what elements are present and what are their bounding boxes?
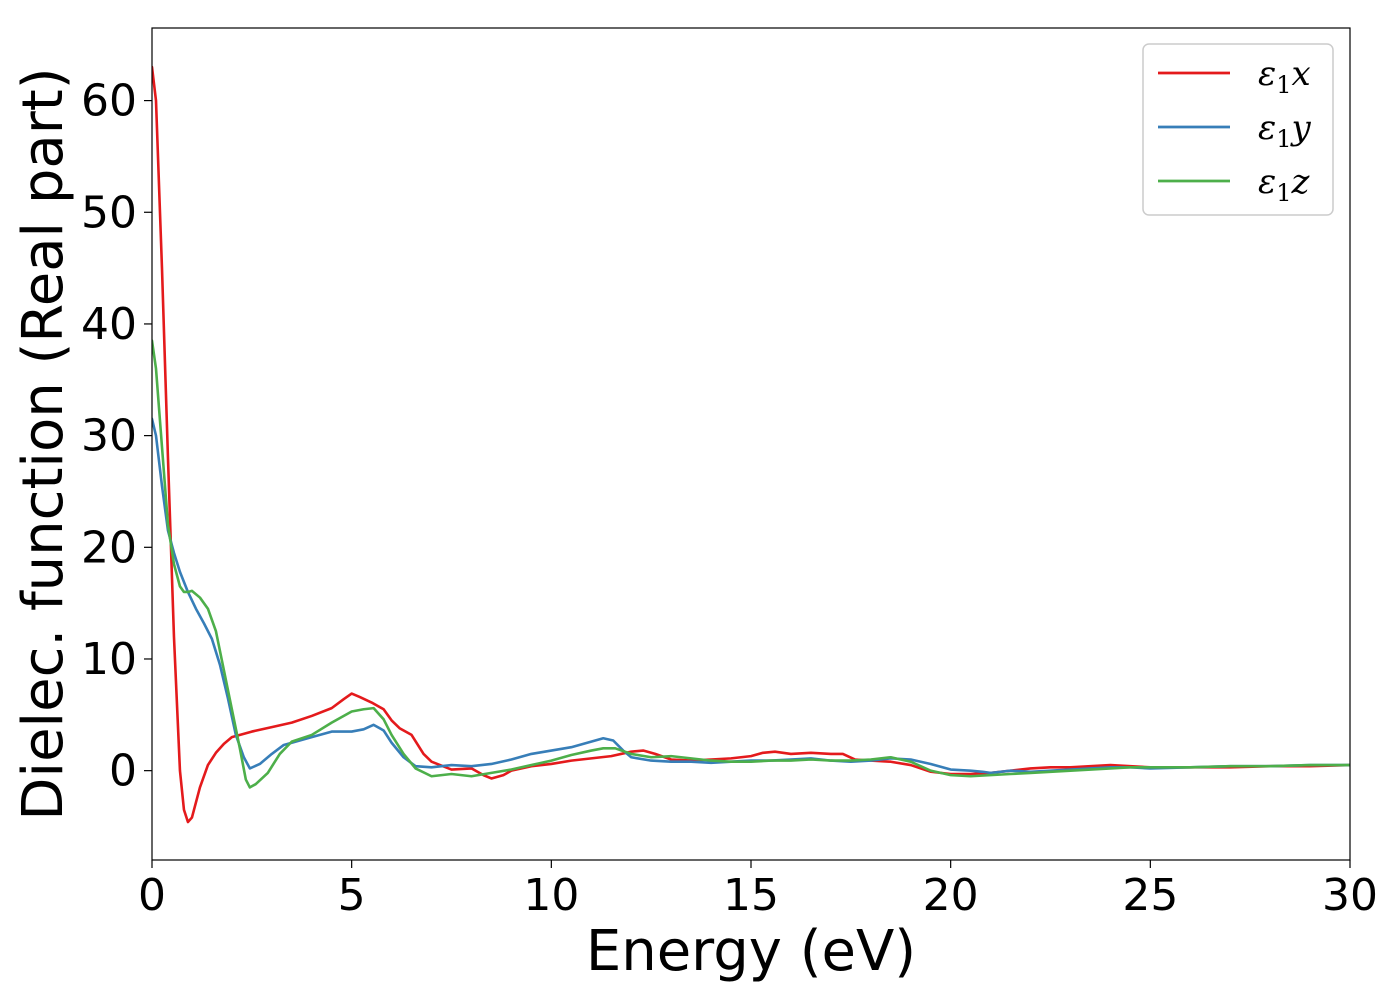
x-tick-label: 30 xyxy=(1322,870,1378,921)
x-tick-label: 5 xyxy=(338,870,366,921)
y-tick-label: 0 xyxy=(109,746,137,797)
series-line-3 xyxy=(152,339,1350,789)
x-axis: 0 5 10 15 20 25 30 xyxy=(138,860,1378,921)
legend: ε1x ε1y ε1z xyxy=(1142,43,1334,216)
x-tick-label: 20 xyxy=(923,870,979,921)
series-group xyxy=(152,65,1350,824)
y-tick-label: 10 xyxy=(81,634,137,685)
legend-box xyxy=(1142,43,1334,216)
x-tick-label: 25 xyxy=(1122,870,1178,921)
y-tick-label: 30 xyxy=(81,411,137,462)
x-tick-label: 0 xyxy=(138,870,166,921)
x-tick-label: 15 xyxy=(723,870,779,921)
y-tick-label: 50 xyxy=(81,187,137,238)
y-axis-title: Dielec. function (Real part) xyxy=(11,67,76,820)
legend-label-3: ε1z xyxy=(1258,162,1311,207)
y-axis: 0 10 20 30 40 50 60 xyxy=(81,76,152,797)
x-tick-label: 10 xyxy=(523,870,579,921)
series-line-1 xyxy=(152,65,1350,824)
legend-label-1: ε1x xyxy=(1258,54,1311,99)
y-tick-label: 20 xyxy=(81,522,137,573)
y-tick-label: 40 xyxy=(81,299,137,350)
y-tick-label: 60 xyxy=(81,76,137,127)
legend-label-2: ε1y xyxy=(1258,108,1312,153)
series-line-2 xyxy=(152,417,1350,775)
x-axis-title: Energy (eV) xyxy=(586,919,916,984)
